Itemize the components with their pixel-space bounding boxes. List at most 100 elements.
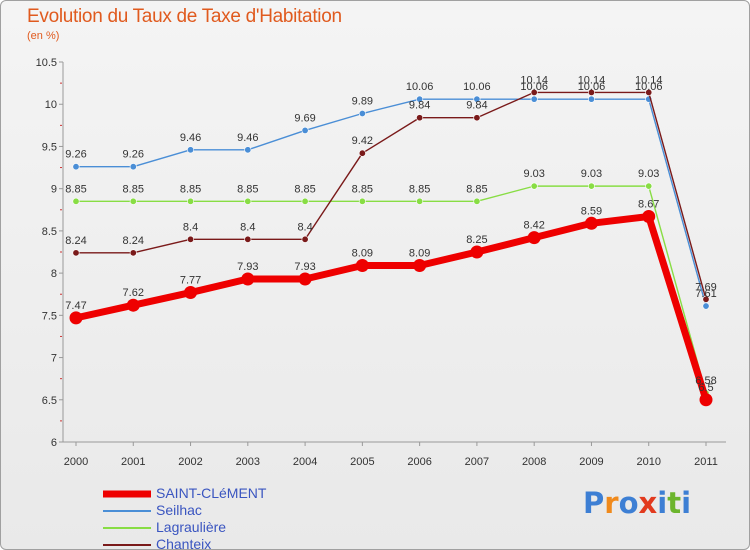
series-point-2 <box>301 197 309 205</box>
series-point-1 <box>72 163 80 171</box>
x-tick-label: 2011 <box>694 456 718 468</box>
series-point-2 <box>129 197 137 205</box>
data-label: 9.42 <box>352 135 373 147</box>
x-tick-label: 2010 <box>636 456 660 468</box>
series-point-2 <box>358 197 366 205</box>
legend: SAINT-CLéMENT Seilhac Lagraulière Chanteix <box>103 485 353 550</box>
data-label: 8.09 <box>409 248 430 260</box>
series-point-0 <box>241 272 255 286</box>
legend-item: SAINT-CLéMENT <box>103 485 353 502</box>
series-point-3 <box>645 88 653 96</box>
series-point-0 <box>642 210 656 224</box>
y-tick-label: 10 <box>45 99 57 111</box>
data-label: 9.69 <box>294 112 315 124</box>
x-tick-label: 2004 <box>293 456 317 468</box>
series-point-1 <box>244 146 252 154</box>
x-tick-label: 2002 <box>178 456 202 468</box>
data-label: 6.5 <box>698 382 713 394</box>
data-label: 7.77 <box>180 275 201 287</box>
data-label: 10.06 <box>520 81 548 93</box>
data-label: 8.4 <box>240 221 255 233</box>
y-tick-label: 7 <box>51 353 57 365</box>
legend-swatch <box>103 526 151 529</box>
y-tick-label: 9 <box>51 184 57 196</box>
x-tick-label: 2006 <box>407 456 431 468</box>
data-label: 9.84 <box>409 100 430 112</box>
series-line-2 <box>76 185 707 394</box>
x-tick-label: 2005 <box>350 456 374 468</box>
legend-label: SAINT-CLéMENT <box>156 485 267 501</box>
data-label: 8.85 <box>294 183 315 195</box>
data-label: 8.24 <box>65 235 86 247</box>
series-point-0 <box>298 272 312 286</box>
data-label: 8.25 <box>466 234 487 246</box>
data-label: 9.03 <box>581 168 602 180</box>
series-point-1 <box>129 163 137 171</box>
series-line-1 <box>76 98 707 307</box>
data-label: 6.58 <box>695 375 716 387</box>
y-tick-label: 9.5 <box>42 141 57 153</box>
logo-letter: i <box>657 486 668 520</box>
x-tick-label: 2003 <box>236 456 260 468</box>
series-point-1 <box>587 95 595 103</box>
data-label: 10.14 <box>578 74 606 86</box>
data-label: 7.93 <box>237 261 258 273</box>
series-point-3 <box>587 88 595 96</box>
data-label: 7.69 <box>695 281 716 293</box>
data-label: 10.14 <box>520 74 548 86</box>
data-label: 9.03 <box>638 168 659 180</box>
series-point-1 <box>301 126 309 134</box>
x-tick-label: 2000 <box>64 456 88 468</box>
y-tick-label: 8 <box>51 268 57 280</box>
series-point-1 <box>358 110 366 118</box>
series-point-1 <box>473 95 481 103</box>
logo-letter: P <box>583 486 605 520</box>
series-point-3 <box>473 114 481 122</box>
chart-subtitle: (en %) <box>27 30 60 42</box>
data-label: 9.26 <box>123 149 144 161</box>
data-label: 9.84 <box>466 100 487 112</box>
data-label: 10.06 <box>635 81 663 93</box>
chart-title: Evolution du Taux de Taxe d'Habitation <box>27 6 342 27</box>
data-label: 7.47 <box>65 300 86 312</box>
series-point-1 <box>187 146 195 154</box>
legend-item: Lagraulière <box>103 519 353 536</box>
series-point-0 <box>470 245 484 259</box>
series-point-3 <box>358 149 366 157</box>
series-point-3 <box>416 114 424 122</box>
legend-label: Chanteix <box>156 536 212 550</box>
logo-letter: x <box>638 486 658 520</box>
series-point-0 <box>355 259 369 273</box>
series-point-3 <box>187 235 195 243</box>
data-label: 7.93 <box>294 261 315 273</box>
series-point-3 <box>702 295 710 303</box>
x-tick-label: 2007 <box>465 456 489 468</box>
data-label: 10.06 <box>463 81 491 93</box>
series-line-0 <box>75 213 710 401</box>
data-label: 9.89 <box>352 96 373 108</box>
data-label: 10.14 <box>635 74 663 86</box>
data-label: 8.4 <box>183 221 198 233</box>
series-point-2 <box>587 182 595 190</box>
data-label: 8.85 <box>65 183 86 195</box>
legend-swatch <box>103 543 151 546</box>
legend-item: Chanteix <box>103 536 353 550</box>
legend-swatch <box>103 490 151 497</box>
x-tick-label: 2009 <box>579 456 603 468</box>
logo-letter: i <box>681 486 692 520</box>
y-tick-label: 10.5 <box>36 57 57 69</box>
series-point-2 <box>530 182 538 190</box>
series-point-2 <box>645 182 653 190</box>
data-label: 8.4 <box>297 221 312 233</box>
x-tick-label: 2001 <box>121 456 145 468</box>
x-tick-label: 2008 <box>522 456 546 468</box>
series-point-0 <box>699 393 713 407</box>
series-point-3 <box>129 249 137 257</box>
legend-swatch <box>103 509 151 512</box>
y-tick-label: 6.5 <box>42 395 57 407</box>
series-point-2 <box>187 197 195 205</box>
series-point-0 <box>126 298 140 312</box>
data-label: 8.85 <box>180 183 201 195</box>
series-point-0 <box>584 216 598 230</box>
data-label: 7.61 <box>695 288 716 300</box>
